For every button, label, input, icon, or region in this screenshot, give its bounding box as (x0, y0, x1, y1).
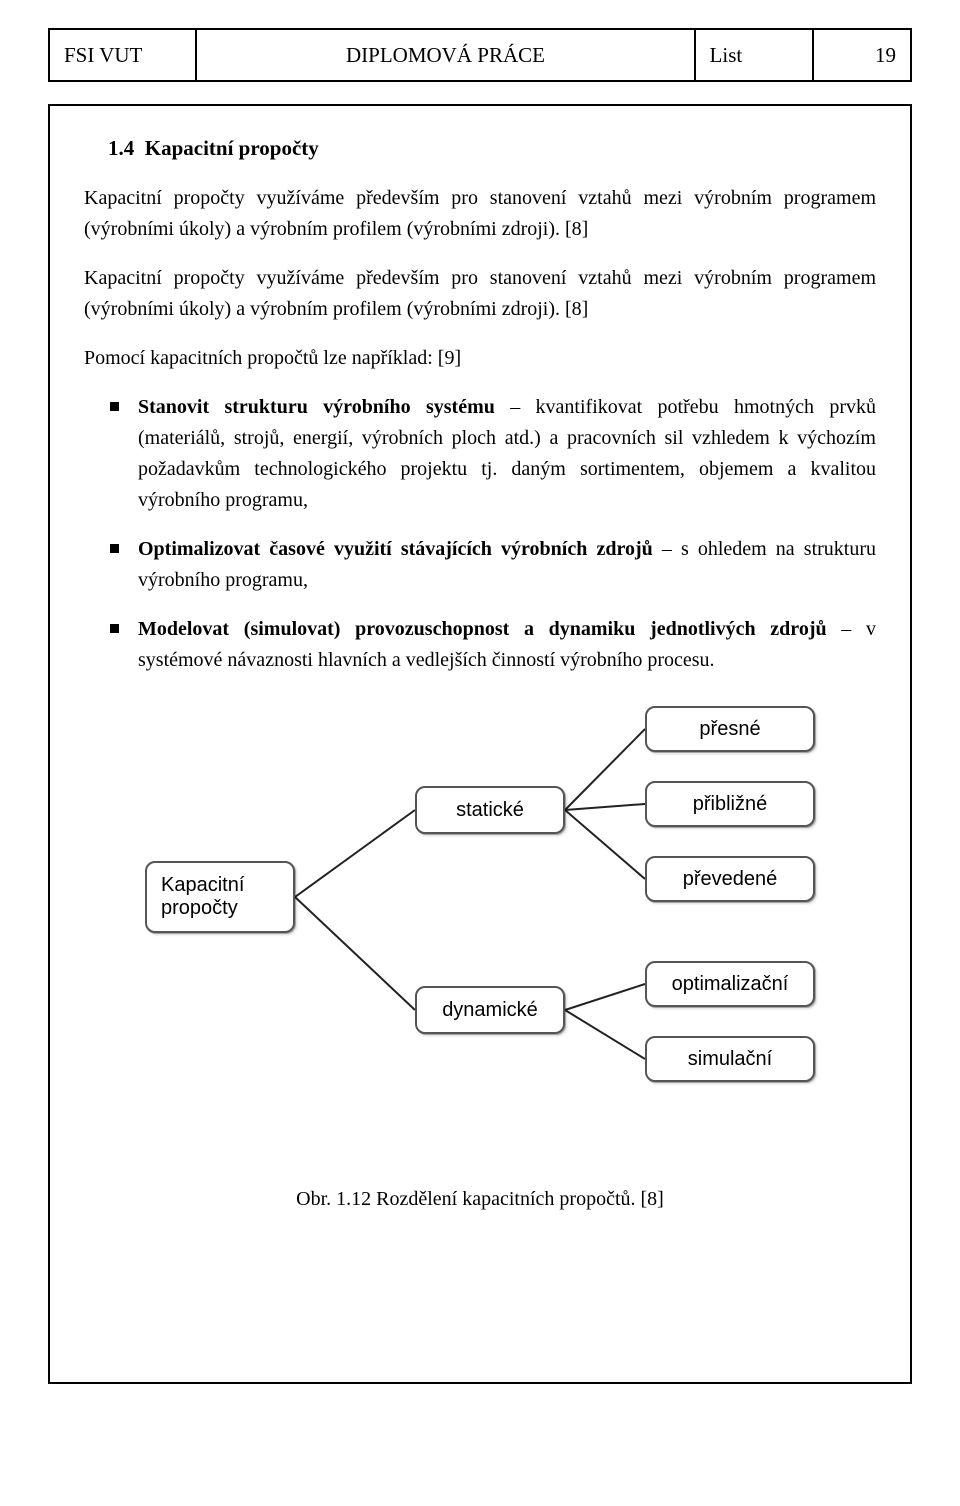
figure-caption: Obr. 1.12 Rozdělení kapacitních propočtů… (84, 1188, 876, 1211)
bullet-list: Stanovit strukturu výrobního systému – k… (84, 392, 876, 676)
node-simulacni: simulační (645, 1036, 815, 1082)
header-page-number: 19 (813, 29, 911, 81)
bullet-1-bold: Stanovit strukturu výrobního systému (138, 396, 495, 418)
paragraph-3: Pomocí kapacitních propočtů lze napříkla… (84, 343, 876, 374)
capacity-diagram: Kapacitnípropočty statické dynamické pře… (135, 696, 825, 1126)
section-title: Kapacitní propočty (145, 136, 319, 160)
node-staticke: statické (415, 786, 565, 834)
bullet-3-bold: Modelovat (simulovat) provozuschopnost a… (138, 618, 827, 640)
paragraph-1: Kapacitní propočty využíváme především p… (84, 183, 876, 245)
node-presne: přesné (645, 706, 815, 752)
node-priblizne: přibližné (645, 781, 815, 827)
node-prevedene: převedené (645, 856, 815, 902)
bullet-item-1: Stanovit strukturu výrobního systému – k… (84, 392, 876, 516)
page: FSI VUT DIPLOMOVÁ PRÁCE List 19 1.4 Kapa… (0, 0, 960, 1506)
bullet-item-3: Modelovat (simulovat) provozuschopnost a… (84, 614, 876, 676)
bullet-2-bold: Optimalizovat časové využití stávajících… (138, 538, 653, 560)
section-heading: 1.4 Kapacitní propočty (108, 136, 876, 161)
node-root: Kapacitnípropočty (145, 861, 295, 933)
header-doc-title: DIPLOMOVÁ PRÁCE (196, 29, 694, 81)
node-root-label: Kapacitnípropočty (161, 874, 244, 920)
node-optimalizacni: optimalizační (645, 961, 815, 1007)
node-dynamicke: dynamické (415, 986, 565, 1034)
section-number: 1.4 (108, 136, 134, 160)
paragraph-2: Kapacitní propočty využíváme především p… (84, 263, 876, 325)
header-list-label: List (695, 29, 813, 81)
header-institution: FSI VUT (49, 29, 196, 81)
page-header: FSI VUT DIPLOMOVÁ PRÁCE List 19 (48, 28, 912, 82)
bullet-item-2: Optimalizovat časové využití stávajících… (84, 534, 876, 596)
content-frame: 1.4 Kapacitní propočty Kapacitní propočt… (48, 104, 912, 1384)
